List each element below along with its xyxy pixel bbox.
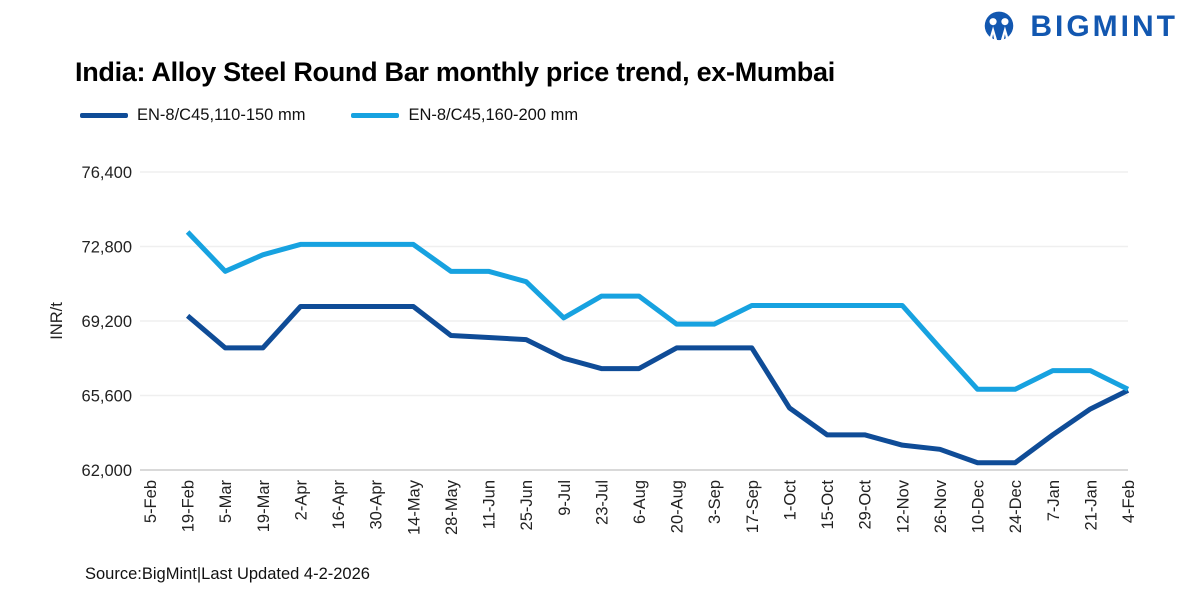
legend-swatch-series-2 <box>351 113 400 118</box>
x-tick-label: 7-Jan <box>1045 480 1063 521</box>
y-tick-label: 69,200 <box>82 313 132 331</box>
x-tick-label: 19-Mar <box>255 479 273 532</box>
x-tick-label: 1-Oct <box>781 480 799 521</box>
x-axis-tick-labels: 5-Feb 19-Feb 5-Mar 19-Mar 2-Apr 16-Apr 30-Apr 1… <box>142 479 1138 535</box>
x-tick-label: 26-Nov <box>932 479 950 533</box>
legend-label-series-2: EN-8/C45,160-200 mm <box>408 106 579 124</box>
x-tick-label: 24-Dec <box>1007 480 1025 533</box>
chart-legend: EN-8/C45,110-150 mm EN-8/C45,160-200 mm <box>80 106 578 125</box>
x-tick-label: 21-Jan <box>1082 480 1100 530</box>
x-tick-label: 28-May <box>443 479 461 535</box>
x-tick-label: 14-May <box>405 479 423 535</box>
page-title: India: Alloy Steel Round Bar monthly pri… <box>75 57 835 87</box>
legend-swatch-series-1 <box>80 113 128 118</box>
bigmint-people-circle-icon <box>985 11 1014 43</box>
x-tick-label: 15-Oct <box>819 480 837 530</box>
x-tick-label: 23-Jul <box>593 480 611 525</box>
y-tick-label: 65,600 <box>82 388 132 406</box>
x-tick-label: 3-Sep <box>706 480 724 524</box>
x-tick-label: 12-Nov <box>894 479 912 533</box>
x-tick-label: 4-Feb <box>1120 480 1138 523</box>
x-tick-label: 29-Oct <box>857 480 875 530</box>
data-series-lines <box>185 230 1130 466</box>
y-tick-label: 72,800 <box>82 239 132 257</box>
legend-label-series-1: EN-8/C45,110-150 mm <box>137 106 306 124</box>
legend-item-series-1[interactable]: EN-8/C45,110-150 mm <box>80 106 305 125</box>
y-tick-label: 62,000 <box>82 462 132 480</box>
x-tick-label: 30-Apr <box>368 480 386 530</box>
x-tick-label: 9-Jul <box>556 480 574 516</box>
x-tick-label: 11-Jun <box>481 480 499 529</box>
x-tick-label: 17-Sep <box>744 480 762 533</box>
x-tick-label: 5-Feb <box>142 480 160 523</box>
series-line-1 <box>185 304 1130 466</box>
legend-item-series-2[interactable]: EN-8/C45,160-200 mm <box>351 106 578 125</box>
x-tick-label: 16-Apr <box>330 480 348 530</box>
x-tick-label: 20-Aug <box>669 480 687 533</box>
y-axis-title: INR/t <box>48 302 66 340</box>
y-tick-label: 76,400 <box>82 164 132 182</box>
bigmint-logo: BIGMINT <box>980 8 1178 46</box>
series-line-2 <box>185 230 1130 392</box>
x-tick-label: 19-Feb <box>180 480 198 532</box>
y-axis-tick-labels: 76,400 72,800 69,200 65,600 62,000 <box>82 164 132 480</box>
bigmint-wordmark: BIGMINT <box>1030 10 1178 43</box>
x-tick-label: 10-Dec <box>970 480 988 533</box>
x-tick-label: 5-Mar <box>217 480 235 524</box>
x-tick-label: 6-Aug <box>631 480 649 524</box>
source-note: Source:BigMint|Last Updated 4-2-2026 <box>85 565 370 583</box>
x-tick-label: 2-Apr <box>292 480 310 521</box>
x-tick-label: 25-Jun <box>518 480 536 530</box>
